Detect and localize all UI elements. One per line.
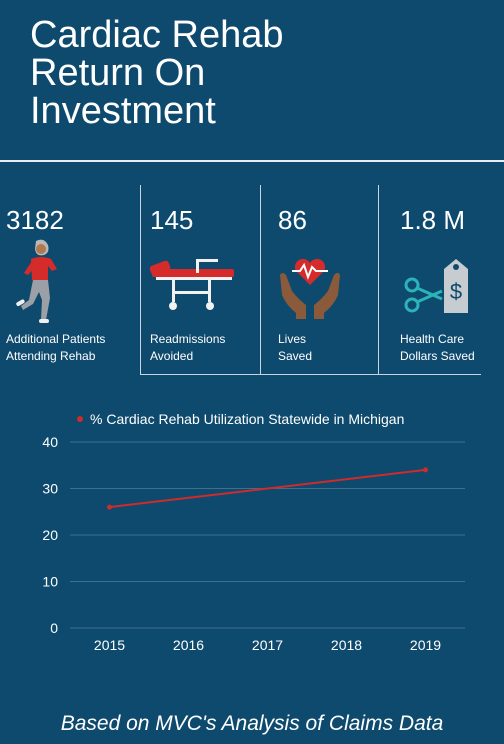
stat-label-line: Lives [278, 332, 307, 346]
divider [378, 185, 379, 375]
svg-text:$: $ [450, 279, 462, 304]
stat-label-line: Saved [278, 349, 313, 363]
y-tick-label: 20 [42, 527, 58, 543]
stat-value: 1.8 M [400, 205, 466, 235]
stat-label-line: Readmissions [150, 332, 226, 346]
x-tick-label: 2018 [331, 637, 362, 653]
stat-lives: 86 Lives Saved [278, 185, 374, 375]
stat-label: Additional Patients Attending Rehab [6, 331, 105, 365]
y-tick-label: 40 [42, 434, 58, 450]
x-tick-label: 2016 [173, 637, 204, 653]
stat-label-line: Avoided [150, 349, 194, 363]
stat-label-line: Dollars Saved [400, 349, 475, 363]
stat-patients: 3182 Additional Patients Attending Rehab [6, 185, 134, 375]
footer-note: Based on MVC's Analysis of Claims Data [60, 712, 444, 735]
stat-value: 3182 [6, 205, 64, 235]
line-chart: 0 10 20 30 40 2015 2016 2017 2018 2019 % Cardiac R… [42, 411, 465, 653]
title-line: Cardiac Rehab [30, 14, 284, 56]
legend-marker [77, 416, 83, 422]
stat-readmissions: 145 Readmissions Avoided [149, 185, 258, 375]
legend-label: % Cardiac Rehab Utilization Statewide in… [90, 411, 404, 427]
y-tick-label: 30 [42, 481, 58, 497]
y-tick-label: 10 [42, 574, 58, 590]
stat-value: 86 [278, 205, 307, 235]
data-point [107, 504, 112, 510]
y-tick-label: 0 [50, 620, 58, 636]
hands-heart-icon [278, 251, 342, 326]
stat-value: 145 [150, 205, 194, 235]
divider [140, 185, 141, 375]
stat-label-line: Health Care [400, 332, 465, 346]
stat-label-line: Additional Patients [6, 332, 106, 346]
divider [260, 185, 261, 375]
stat-dollars: 1.8 M $ Health Care Dollars Saved [400, 185, 500, 375]
x-tick-label: 2015 [94, 637, 125, 653]
scissors-price-tag-icon: $ [404, 255, 476, 328]
title-line: Return On [30, 52, 206, 94]
page-title: Cardiac Rehab Return On Investment [30, 16, 470, 130]
x-tick-label: 2019 [410, 637, 441, 653]
stat-label: Readmissions Avoided [150, 331, 225, 365]
stat-label: Health Care Dollars Saved [400, 331, 475, 365]
stat-label: Lives Saved [278, 331, 312, 365]
hospital-bed-icon [149, 255, 238, 320]
series-line [109, 468, 426, 509]
divider [0, 160, 504, 162]
stat-label-line: Attending Rehab [6, 349, 96, 363]
divider [140, 374, 481, 375]
data-point [423, 467, 428, 473]
x-tick-label: 2017 [252, 637, 283, 653]
title-line: Investment [30, 90, 216, 132]
runner-icon [14, 237, 70, 332]
